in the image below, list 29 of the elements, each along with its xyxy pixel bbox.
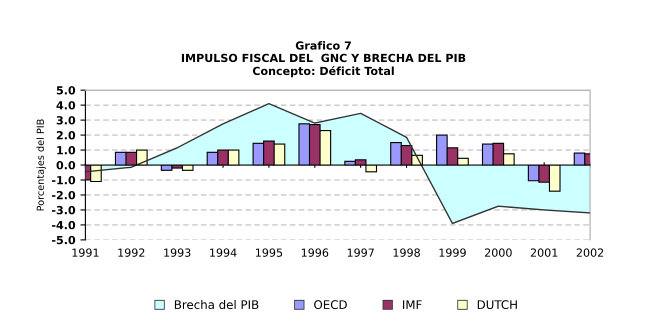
x-tick-label: 1996 <box>302 248 328 257</box>
y-tick-label: -2.0 <box>52 190 76 200</box>
x-tick-label: 1999 <box>440 248 466 257</box>
legend-label: OECD <box>314 300 347 310</box>
legend-label: IMF <box>403 300 422 309</box>
y-tick-label: -3.0 <box>52 206 76 214</box>
chart-title: Grafico 7 IMPULSO FISCAL DEL GNC Y BRECHA DEL PIB Concepto: Déficit Total <box>182 41 466 78</box>
x-tick-label: 1992 <box>118 248 144 257</box>
y-tick-label: 2.0 <box>56 131 76 140</box>
x-tick-label: 2000 <box>484 248 512 257</box>
x-tick-label: 2002 <box>576 248 604 257</box>
x-tick-label: 1991 <box>72 248 99 257</box>
y-tick-label: -1.0 <box>52 176 76 184</box>
x-tick-label: 1993 <box>164 248 190 257</box>
y-tick-label: 3.0 <box>56 116 76 124</box>
y-axis-title: Porcentajes del PIB <box>36 119 46 210</box>
y-tick-label: 4.0 <box>56 101 76 110</box>
legend-label: Brecha del PIB <box>174 300 258 310</box>
y-tick-label: 0.0 <box>56 161 76 170</box>
x-tick-label: 1995 <box>256 248 282 257</box>
x-tick-label: 1997 <box>348 248 374 257</box>
y-tick-label: 1.0 <box>57 146 76 154</box>
y-tick-label: -4.0 <box>52 220 76 230</box>
x-tick-label: 2001 <box>530 248 558 257</box>
x-tick-label: 1998 <box>394 248 420 257</box>
y-tick-label: 5.0 <box>56 86 76 95</box>
legend-label: DUTCH <box>478 300 517 310</box>
x-tick-label: 1994 <box>210 248 237 257</box>
y-tick-label: -5.0 <box>52 236 76 244</box>
